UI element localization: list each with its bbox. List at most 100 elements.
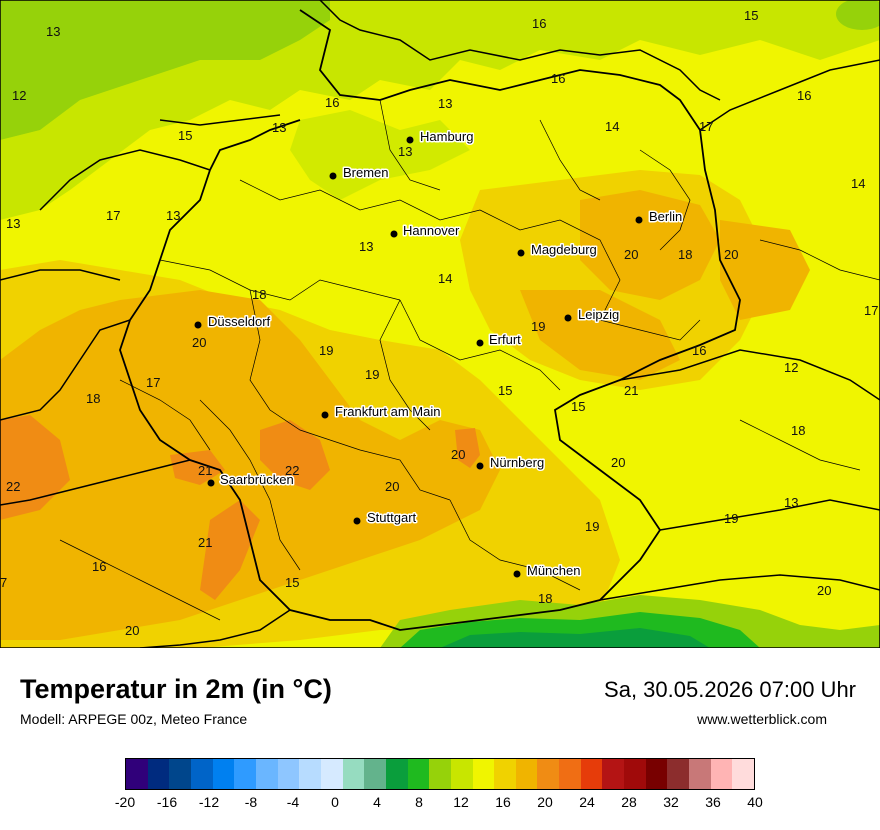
- swiss-border: [139, 609, 291, 648]
- city-erfurt[interactable]: Erfurt: [476, 331, 523, 349]
- temp-label: 21: [198, 463, 212, 478]
- legend-swatch: [342, 759, 365, 789]
- city-saarbruecken[interactable]: Saarbrücken: [207, 471, 295, 489]
- city-label: Magdeburg: [531, 242, 597, 257]
- temp-label: 19: [365, 367, 379, 382]
- city-label: Düsseldorf: [208, 314, 271, 329]
- forecast-datetime: Sa, 30.05.2026 07:00 Uhr: [604, 677, 856, 702]
- temp-label: 15: [571, 399, 585, 414]
- hot-region-saar: [170, 450, 225, 485]
- legend-swatch: [234, 759, 256, 789]
- city-duesseldorf[interactable]: Düsseldorf: [194, 313, 272, 331]
- temp-label: 15: [744, 8, 758, 23]
- temp-label: 14: [438, 271, 452, 286]
- legend-tick-label: -20: [114, 794, 136, 810]
- legend-tick-label: 20: [537, 794, 553, 810]
- coastline-north: [39, 0, 721, 211]
- legend-swatch: [494, 759, 516, 789]
- city-hannover[interactable]: Hannover: [390, 222, 462, 240]
- germany-border: [119, 9, 741, 631]
- city-berlin[interactable]: Berlin: [635, 208, 684, 226]
- austria-border: [599, 574, 880, 601]
- legend-tick-label: 36: [705, 794, 721, 810]
- city-label: Frankfurt am Main: [335, 404, 440, 419]
- city-dot: [635, 216, 643, 224]
- legend-swatch: [126, 759, 148, 789]
- city-label: Stuttgart: [367, 510, 417, 525]
- temp-label: 19: [531, 319, 545, 334]
- legend-swatch: [537, 759, 560, 789]
- legend-tick-label: 0: [331, 794, 339, 810]
- city-dot: [329, 172, 337, 180]
- cool-region-northsea: [0, 0, 330, 140]
- city-label: Saarbrücken: [220, 472, 294, 487]
- map-title: Temperatur in 2m (in °C): [20, 674, 332, 704]
- cool-spot-ne: [836, 0, 880, 30]
- legend-swatch: [299, 759, 321, 789]
- temp-label: 13: [438, 96, 452, 111]
- city-stuttgart[interactable]: Stuttgart: [353, 509, 418, 527]
- city-label: Berlin: [649, 209, 682, 224]
- temp-label: 15: [498, 383, 512, 398]
- temp-label: 21: [198, 535, 212, 550]
- legend-tick-label: 12: [453, 794, 469, 810]
- temp-label: 20: [611, 455, 625, 470]
- temp-label: 16: [532, 16, 546, 31]
- legend-tick-label: 32: [663, 794, 679, 810]
- temp-label: 18: [252, 287, 266, 302]
- city-nuernberg[interactable]: Nürnberg: [476, 454, 546, 472]
- legend-swatch: [732, 759, 755, 789]
- hot-region-strip: [200, 500, 260, 600]
- temp-label: 20: [125, 623, 139, 638]
- city-leipzig[interactable]: Leipzig: [564, 306, 621, 324]
- temp-label: 13: [46, 24, 60, 39]
- legend-tick-label: 28: [621, 794, 637, 810]
- temp-label: 12: [12, 88, 26, 103]
- city-hamburg[interactable]: Hamburg: [406, 128, 475, 146]
- legend-tick-label: -8: [244, 794, 258, 810]
- temp-label: 16: [92, 559, 106, 574]
- temp-label: 7: [0, 575, 7, 590]
- czech-border: [619, 349, 880, 531]
- temp-label: 12: [784, 360, 798, 375]
- city-label: Hannover: [403, 223, 460, 238]
- city-dot: [390, 230, 398, 238]
- temp-label: 22: [6, 479, 20, 494]
- temp-label: 16: [692, 343, 706, 358]
- city-frankfurt[interactable]: Frankfurt am Main: [321, 403, 442, 421]
- france-border: [0, 459, 191, 506]
- alps-colder-region: [440, 628, 710, 648]
- cool-region-baltic: [330, 0, 700, 45]
- temp-label: 18: [791, 423, 805, 438]
- city-dot: [406, 136, 414, 144]
- city-magdeburg[interactable]: Magdeburg: [517, 241, 598, 259]
- temp-label: 16: [797, 88, 811, 103]
- legend-swatch: [407, 759, 430, 789]
- temp-label: 20: [192, 335, 206, 350]
- city-dot: [513, 570, 521, 578]
- city-label: Nürnberg: [490, 455, 544, 470]
- city-bremen[interactable]: Bremen: [329, 164, 390, 182]
- legend-tick-label: 16: [495, 794, 511, 810]
- temperature-map[interactable]: 13 16 15 12 16 13 16 14 17 15 13 13 16 1…: [0, 0, 880, 648]
- legend-tick-label: 40: [747, 794, 763, 810]
- temp-label: 13: [166, 208, 180, 223]
- temp-label: 18: [538, 591, 552, 606]
- legend-swatch: [429, 759, 451, 789]
- city-label: Erfurt: [489, 332, 521, 347]
- legend-tick-label: -12: [198, 794, 220, 810]
- legend-swatch: [190, 759, 213, 789]
- temp-label: 13: [359, 239, 373, 254]
- city-muenchen[interactable]: München: [513, 562, 582, 580]
- legend-swatch: [255, 759, 278, 789]
- website-link[interactable]: www.wetterblick.com: [697, 711, 827, 727]
- map-footer: Temperatur in 2m (in °C) Modell: ARPEGE …: [0, 648, 880, 830]
- map-canvas: 13 16 15 12 16 13 16 14 17 15 13 13 16 1…: [0, 0, 880, 648]
- temp-label: 13: [272, 120, 286, 135]
- temp-label: 14: [851, 176, 865, 191]
- legend-swatch: [645, 759, 668, 789]
- city-label: München: [527, 563, 580, 578]
- legend-swatch: [385, 759, 408, 789]
- temp-label: 22: [285, 463, 299, 478]
- temp-label: 19: [585, 519, 599, 534]
